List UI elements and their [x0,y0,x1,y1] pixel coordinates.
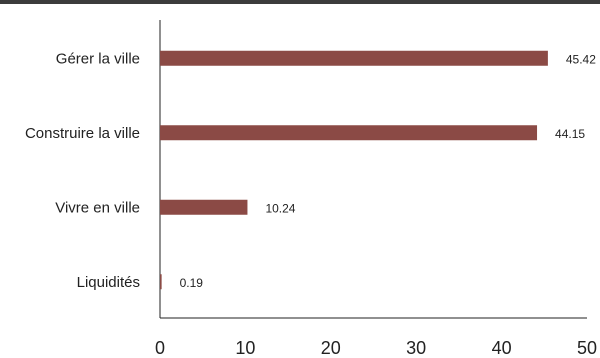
data-label: 44.15 [555,127,585,141]
data-label: 10.24 [265,201,295,215]
chart-bars [160,50,548,290]
top-border [0,0,600,4]
x-axis-ticks: 0 10 20 30 40 50 [155,338,597,358]
category-label: Construire la ville [25,125,140,142]
x-tick-label: 40 [492,338,512,358]
data-label: 45.42 [566,52,596,66]
bar [160,199,248,215]
x-tick-label: 10 [235,338,255,358]
bar [160,125,538,141]
x-tick-label: 50 [577,338,597,358]
data-label: 0.19 [180,276,204,290]
category-label: Vivre en ville [55,199,140,216]
x-tick-label: 20 [321,338,341,358]
category-label: Liquidités [77,274,140,291]
category-labels: Gérer la ville Construire la ville Vivre e… [25,50,140,291]
value-labels: 45.42 44.15 10.24 0.19 [180,52,597,290]
chart-axes [159,20,587,319]
bar [160,50,548,66]
x-tick-label: 30 [406,338,426,358]
bar [160,274,162,290]
category-label: Gérer la ville [56,50,140,67]
x-tick-label: 0 [155,338,165,358]
